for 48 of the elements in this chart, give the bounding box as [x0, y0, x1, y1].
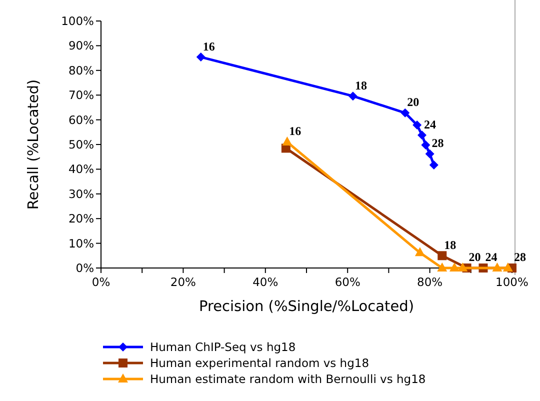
point [429, 160, 438, 170]
y-tick-label: 30% [68, 186, 94, 201]
x-tick-label: 60% [334, 275, 360, 289]
legend-label: Human experimental random vs hg18 [150, 356, 370, 370]
point [458, 262, 468, 272]
annotation: 24 [424, 117, 436, 132]
point [282, 136, 292, 146]
y-tick-label: 40% [68, 162, 94, 176]
annotation: 18 [444, 238, 456, 252]
annotation: 28 [432, 136, 444, 150]
annotation: 20 [407, 95, 420, 110]
point [502, 262, 513, 272]
annotation: 28 [514, 250, 526, 264]
annotation: 20 [468, 250, 481, 264]
point [412, 120, 422, 130]
annotation: 18 [354, 78, 367, 92]
y-tick-label: 70% [68, 88, 94, 102]
point [437, 262, 448, 272]
point [417, 130, 426, 140]
y-tick-label: 90% [68, 38, 94, 53]
y-tick-label: 80% [68, 63, 94, 78]
point [421, 140, 430, 150]
point [348, 92, 358, 101]
legend-label: Human estimate random with Bernoulli vs hg18 [150, 372, 426, 386]
annotation: 16 [289, 124, 302, 138]
point [425, 149, 434, 158]
annotation: 24 [485, 250, 498, 264]
x-tick-label: 0% [92, 275, 110, 289]
point [449, 262, 460, 272]
point [400, 108, 410, 118]
annotation: 16 [202, 39, 215, 54]
y-tick-label: 50% [68, 138, 94, 152]
x-tick-label: 100% [496, 275, 529, 289]
y-tick-label: 0% [76, 261, 94, 276]
point [492, 262, 502, 272]
y-tick-label: 10% [68, 236, 94, 250]
y-tick-label: 60% [68, 112, 94, 127]
point [438, 251, 447, 260]
point [196, 52, 206, 62]
y-axis-title: Recall (%Located) [26, 79, 42, 210]
x-tick-label: 80% [417, 275, 443, 289]
y-tick-label: 20% [68, 212, 94, 226]
x-tick-label: 40% [252, 275, 278, 289]
x-tick-label: 20% [170, 275, 196, 289]
point [414, 247, 425, 256]
y-tick-label: 100% [61, 14, 94, 28]
x-axis-title: Precision (%Single/%Located) [198, 299, 414, 315]
legend-label: Human ChIP-Seq vs hg18 [150, 340, 296, 354]
